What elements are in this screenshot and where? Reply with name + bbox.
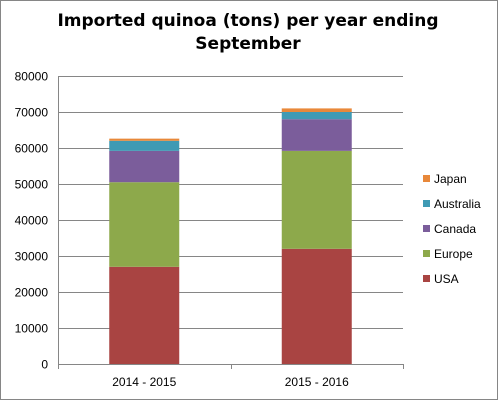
bar-segment-australia [281, 112, 352, 120]
legend-label-canada: Canada [434, 222, 476, 236]
y-tick-label: 60000 [15, 142, 49, 156]
y-tick-label: 40000 [15, 214, 49, 228]
y-tick-label: 0 [41, 358, 48, 372]
y-tick-label: 70000 [15, 106, 49, 120]
bar-segment-usa [281, 248, 352, 364]
legend-label-europe: Europe [434, 247, 473, 261]
y-tick-label: 80000 [15, 70, 49, 84]
legend-swatch-australia [423, 200, 430, 207]
legend-label-australia: Australia [434, 197, 481, 211]
y-tick-label: 30000 [15, 250, 49, 264]
legend-label-japan: Japan [434, 172, 467, 186]
bar-segment-usa [109, 266, 180, 364]
bar-segment-canada [281, 119, 352, 151]
bar-segment-australia [109, 140, 180, 151]
bar-segment-europe [281, 150, 352, 249]
y-tick-label: 50000 [15, 178, 49, 192]
chart-title: Imported quinoa (tons) per year ending S… [57, 11, 439, 54]
legend-label-usa: USA [434, 272, 459, 286]
bar-segment-japan [281, 108, 352, 112]
legend-swatch-japan [423, 175, 430, 182]
bar-segment-japan [109, 138, 180, 141]
bar-segment-canada [109, 150, 180, 183]
legend-swatch-usa [423, 275, 430, 282]
legend-swatch-europe [423, 250, 430, 257]
y-tick-label: 20000 [15, 286, 49, 300]
legend-swatch-canada [423, 225, 430, 232]
y-tick-label: 10000 [15, 322, 49, 336]
bar-segment-europe [109, 182, 180, 267]
x-tick-label: 2015 - 2016 [285, 375, 349, 389]
x-tick-label: 2014 - 2015 [112, 375, 176, 389]
